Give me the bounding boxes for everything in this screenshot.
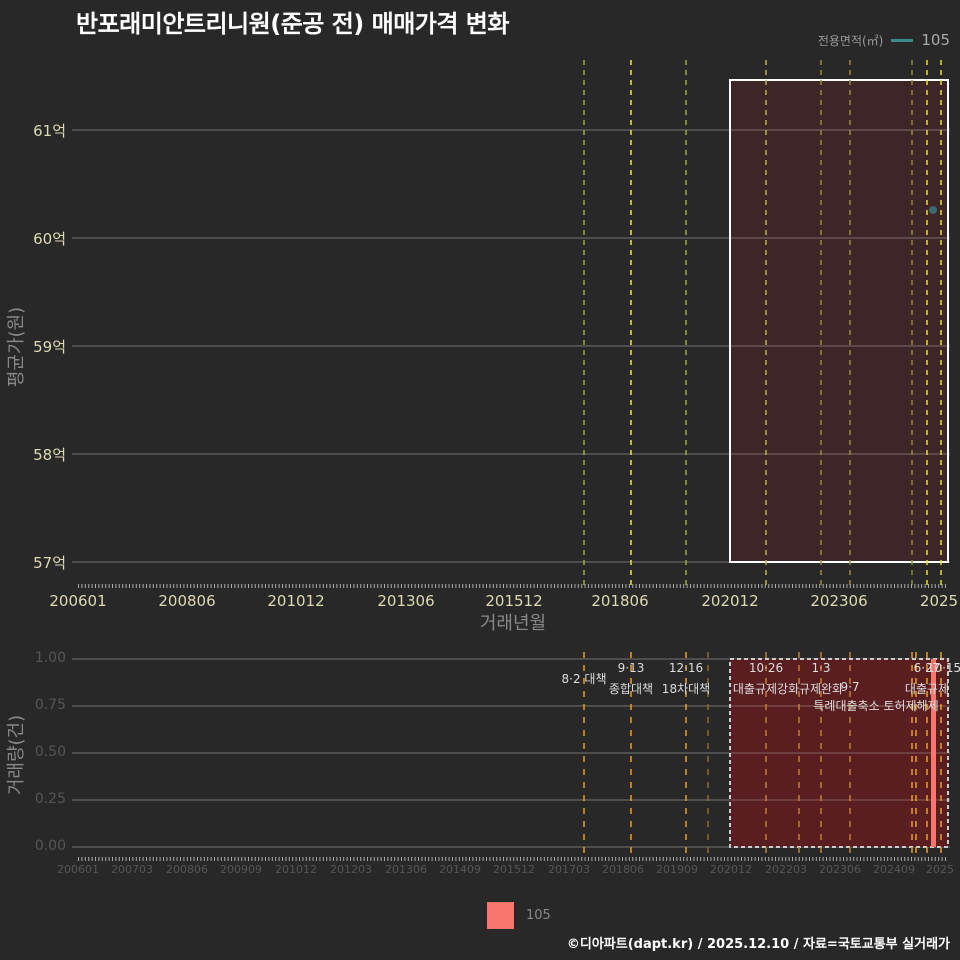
upper-xtick: 2025 <box>919 592 959 610</box>
policy-annotation-date: 9·7 <box>840 680 860 694</box>
legend-top: 전용면적(㎡) 105 <box>818 31 950 49</box>
lower-xtick: 201203 <box>330 863 372 876</box>
upper-ytick: 59억 <box>33 338 66 356</box>
lower-xtick: 200909 <box>220 863 262 876</box>
policy-annotation-date: 12·16 <box>668 661 704 675</box>
upper-xtick: 201306 <box>377 592 435 610</box>
lower-xtick: 202409 <box>873 863 915 876</box>
upper-gridlines-overlay <box>731 129 947 455</box>
legend-title: 전용면적(㎡) <box>817 33 884 48</box>
lower-ytick: 0.75 <box>34 697 66 713</box>
footer-credit: ©디아파트(dapt.kr) / 2025.12.10 / 자료=국토교통부 실… <box>566 937 950 952</box>
lower-xtick: 201806 <box>602 863 644 876</box>
lower-xtick: 202306 <box>819 863 861 876</box>
upper-ytick: 61억 <box>33 122 66 140</box>
upper-xtick: 202306 <box>810 592 868 610</box>
legend-bottom: 105 <box>487 902 551 929</box>
bar-105[interactable] <box>931 659 936 847</box>
policy-annotation-label: 특례대출축소 토허제해제 <box>813 699 939 713</box>
upper-xtick: 200601 <box>49 592 107 610</box>
policy-annotation-label: 종합대책 <box>608 682 654 696</box>
policy-annotation-label: 규제완화 <box>798 682 844 696</box>
lower-xtick: 201909 <box>656 863 698 876</box>
upper-highlight-region <box>729 79 949 563</box>
lower-y-axis-label: 거래량(건) <box>6 714 27 796</box>
policy-annotation-label: 18차대책 <box>661 682 711 696</box>
policy-annotation-label: 대출규제 <box>904 682 950 696</box>
lower-xtick: 202203 <box>765 863 807 876</box>
legend-line-swatch-icon <box>891 38 914 42</box>
upper-xtick: 201512 <box>485 592 543 610</box>
upper-xtick: 202012 <box>701 592 759 610</box>
upper-ytick: 58억 <box>33 446 66 464</box>
legend-bottom-value: 105 <box>526 908 551 923</box>
lower-xtick: 200601 <box>57 863 99 876</box>
upper-x-axis-label: 거래년월 <box>479 613 547 634</box>
upper-ytick: 57억 <box>33 554 66 572</box>
upper-xtick: 201806 <box>591 592 649 610</box>
lower-xtick: 201409 <box>439 863 481 876</box>
lower-ytick: 0.50 <box>34 744 66 760</box>
lower-xtick: 200806 <box>166 863 208 876</box>
chart-title: 반포래미안트리니원(준공 전) 매매가격 변화 <box>76 10 509 38</box>
upper-policy-lines <box>583 60 942 590</box>
policy-annotation-date: 8·2 대책 <box>561 672 607 686</box>
policy-annotation-date: 9·13 <box>617 661 645 675</box>
lower-xtick: 201703 <box>548 863 590 876</box>
lower-xtick: 201512 <box>493 863 535 876</box>
lower-xtick: 202012 <box>710 863 752 876</box>
lower-xtick: 201012 <box>275 863 317 876</box>
policy-annotation-date: 10·26 <box>748 661 784 675</box>
upper-y-axis-label: 평균가(원) <box>6 306 27 388</box>
lower-ytick: 0.00 <box>34 838 66 854</box>
legend-value: 105 <box>921 31 950 49</box>
policy-annotation-date: 6·27 <box>913 661 941 675</box>
policy-annotation-label: 대출규제강화 <box>732 682 800 696</box>
upper-ytick: 60억 <box>33 230 66 248</box>
lower-xtick: 201306 <box>385 863 427 876</box>
upper-xtick: 201012 <box>267 592 325 610</box>
lower-ytick: 0.25 <box>34 791 66 807</box>
lower-xtick: 200703 <box>111 863 153 876</box>
upper-xtick: 200806 <box>158 592 216 610</box>
policy-annotation-date: 10·15 <box>926 661 960 675</box>
lower-policy-lines <box>583 652 942 858</box>
legend-fill-swatch-icon <box>487 902 514 929</box>
lower-ytick: 1.00 <box>34 650 66 666</box>
data-point-105[interactable] <box>929 206 937 214</box>
lower-xtick: 2025 <box>926 863 954 876</box>
policy-annotation-date: 1·3 <box>811 661 831 675</box>
